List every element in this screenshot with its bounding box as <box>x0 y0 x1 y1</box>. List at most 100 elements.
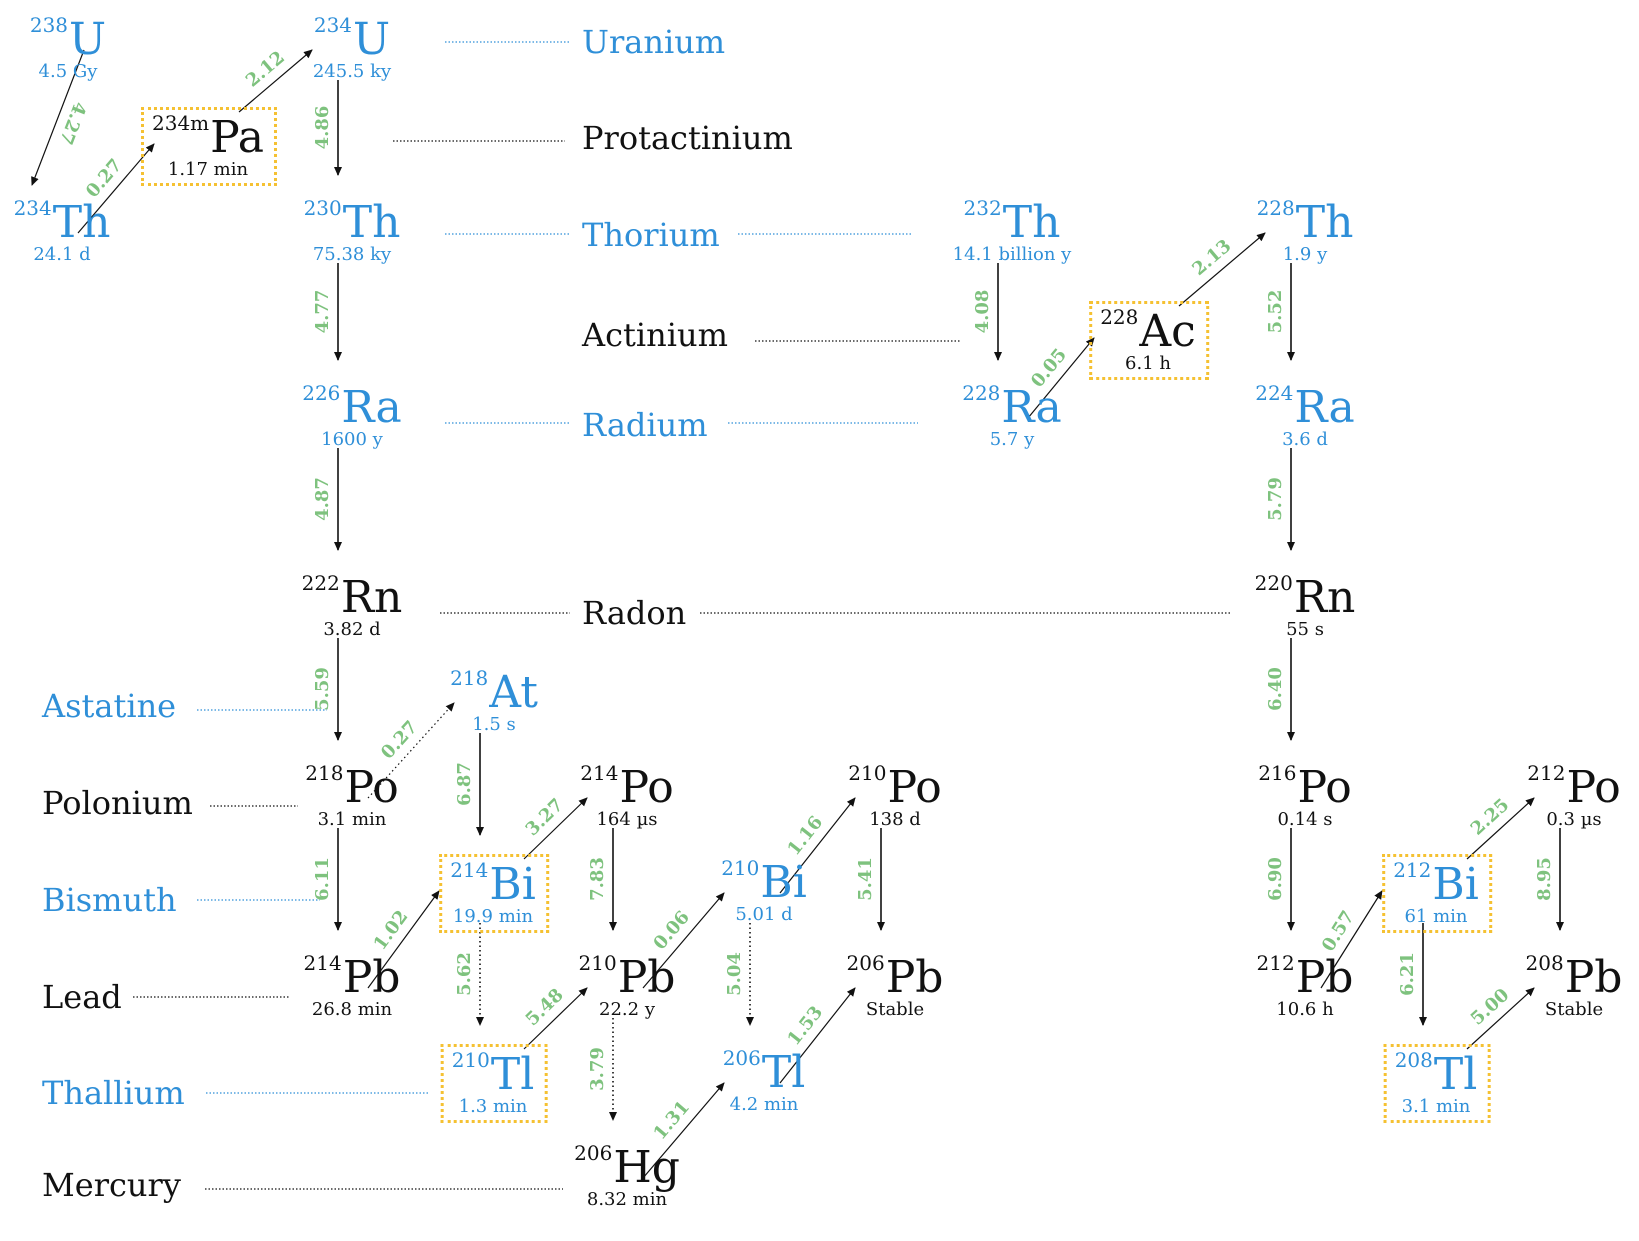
nuclide-rn222: 222Rn 3.82 d <box>302 573 403 639</box>
element-label-uranium: Uranium <box>582 23 726 61</box>
mass-number: 208 <box>1394 1048 1433 1072</box>
half-life: 1.9 y <box>1282 244 1328 265</box>
element-symbol: Rn <box>1293 572 1356 623</box>
mass-number: 224 <box>1255 381 1294 405</box>
decay-energy-label: 0.27 <box>82 155 126 202</box>
nuclide-bi214: 214Bi 19.9 min <box>439 854 549 933</box>
nuclide-hg206: 206Hg 8.32 min <box>574 1143 680 1209</box>
element-symbol: Pb <box>885 952 944 1003</box>
half-life: 0.14 s <box>1277 809 1333 830</box>
nuclide-ra226: 226Ra 1600 y <box>302 383 402 449</box>
nuclide-pb210: 210Pb 22.2 y <box>579 953 676 1019</box>
mass-number: 210 <box>848 761 887 785</box>
element-label-lead: Lead <box>42 978 122 1016</box>
mass-number: 216 <box>1258 761 1297 785</box>
mass-number: 232 <box>963 196 1002 220</box>
half-life: 164 µs <box>596 809 658 830</box>
nuclide-pb206: 206Pb Stable <box>847 953 944 1019</box>
element-label-protactinium: Protactinium <box>582 119 793 157</box>
mass-number: 210 <box>578 951 617 975</box>
element-label-bismuth: Bismuth <box>42 881 177 919</box>
decay-arrow-pb214-bi214 <box>367 890 440 989</box>
element-symbol: Po <box>887 762 942 813</box>
element-label-astatine: Astatine <box>42 687 177 725</box>
half-life: 5.7 y <box>989 429 1035 450</box>
half-life: 6.1 h <box>1125 353 1171 374</box>
nuclide-pa234m: 234mPa 1.17 min <box>140 107 278 186</box>
decay-energy-label: 4.87 <box>312 477 333 521</box>
decay-energy-label: 0.27 <box>377 717 422 764</box>
element-symbol: Pa <box>210 112 265 163</box>
half-life: 5.01 d <box>735 904 793 925</box>
decay-energy-label: 4.27 <box>55 99 90 147</box>
element-symbol: Po <box>1566 762 1621 813</box>
decay-energy-label: 0.57 <box>1318 907 1359 955</box>
element-label-radon: Radon <box>582 594 687 632</box>
nuclide-bi210: 210Bi 5.01 d <box>721 858 807 924</box>
nuclide-bi212: 212Bi 61 min <box>1382 854 1492 933</box>
mass-number: 206 <box>722 1046 761 1070</box>
mass-number: 212 <box>1393 858 1432 882</box>
decay-energy-label: 6.11 <box>312 857 333 901</box>
decay-energy-label: 5.52 <box>1265 290 1286 334</box>
decay-arrow-ra228-ac228 <box>1027 337 1095 419</box>
decay-energy-label: 3.79 <box>587 1047 608 1091</box>
decay-arrow-tl206-pb206 <box>779 987 856 1084</box>
mass-number: 210 <box>721 856 760 880</box>
element-label-actinium: Actinium <box>582 316 728 354</box>
element-symbol: Bi <box>1432 859 1479 910</box>
nuclide-pb212: 212Pb 10.6 h <box>1257 953 1354 1019</box>
mass-number: 234m <box>151 111 210 135</box>
nuclide-po218: 218Po 3.1 min <box>305 763 399 829</box>
nuclide-pb214: 214Pb 26.8 min <box>304 953 401 1019</box>
decay-arrow-po218-at218 <box>367 702 455 799</box>
element-symbol: U <box>69 14 107 65</box>
nuclide-rn220: 220Rn 55 s <box>1255 573 1356 639</box>
element-symbol: Bi <box>489 859 536 910</box>
nuclide-th230: 230Th 75.38 ky <box>304 198 401 264</box>
mass-number: 208 <box>1525 951 1564 975</box>
nuclide-th228: 228Th 1.9 y <box>1257 198 1354 264</box>
decay-energy-label: 5.04 <box>724 952 745 996</box>
half-life: 14.1 billion y <box>952 244 1072 265</box>
decay-arrow-pb212-bi212 <box>1320 890 1383 989</box>
nuclide-tl208: 208Tl 3.1 min <box>1383 1044 1491 1123</box>
element-symbol: Ac <box>1139 306 1196 357</box>
element-symbol: Bi <box>760 857 807 908</box>
decay-arrow-bi212-po212 <box>1466 797 1535 860</box>
half-life: 8.32 min <box>586 1189 668 1210</box>
half-life: 10.6 h <box>1276 999 1334 1020</box>
nuclide-th234: 234Th 24.1 d <box>14 198 111 264</box>
nuclide-ra228: 228Ra 5.7 y <box>962 383 1062 449</box>
half-life: 245.5 ky <box>312 61 392 82</box>
decay-energy-label: 5.62 <box>454 952 475 996</box>
element-symbol: Pb <box>1295 952 1354 1003</box>
mass-number: 234 <box>313 13 353 37</box>
decay-energy-label: 6.40 <box>1265 667 1286 711</box>
element-symbol: Pb <box>617 952 676 1003</box>
mass-number: 222 <box>301 571 340 595</box>
element-label-thorium: Thorium <box>582 216 720 254</box>
mass-number: 220 <box>1254 571 1293 595</box>
nuclide-po210: 210Po 138 d <box>848 763 942 829</box>
element-symbol: Tl <box>490 1049 535 1100</box>
nuclide-u238: 238U 4.5 Gy <box>30 15 106 81</box>
element-symbol: Ra <box>1294 382 1355 433</box>
decay-arrow-pb210-bi210 <box>642 892 725 989</box>
mass-number: 206 <box>574 1141 613 1165</box>
mass-number: 238 <box>29 13 69 37</box>
half-life: 0.3 µs <box>1546 809 1602 830</box>
mass-number: 206 <box>846 951 885 975</box>
half-life: Stable <box>865 999 925 1020</box>
nuclide-tl206: 206Tl 4.2 min <box>723 1048 806 1114</box>
decay-energy-label: 4.08 <box>972 290 993 334</box>
decay-energy-label: 8.95 <box>1534 857 1555 901</box>
decay-arrow-tl210-pb210 <box>523 987 588 1050</box>
element-label-thallium: Thallium <box>42 1074 185 1112</box>
half-life: Stable <box>1544 999 1604 1020</box>
element-symbol: Th <box>342 197 401 248</box>
element-symbol: Hg <box>613 1142 680 1193</box>
half-life: 61 min <box>1404 906 1468 927</box>
element-label-radium: Radium <box>582 406 708 444</box>
